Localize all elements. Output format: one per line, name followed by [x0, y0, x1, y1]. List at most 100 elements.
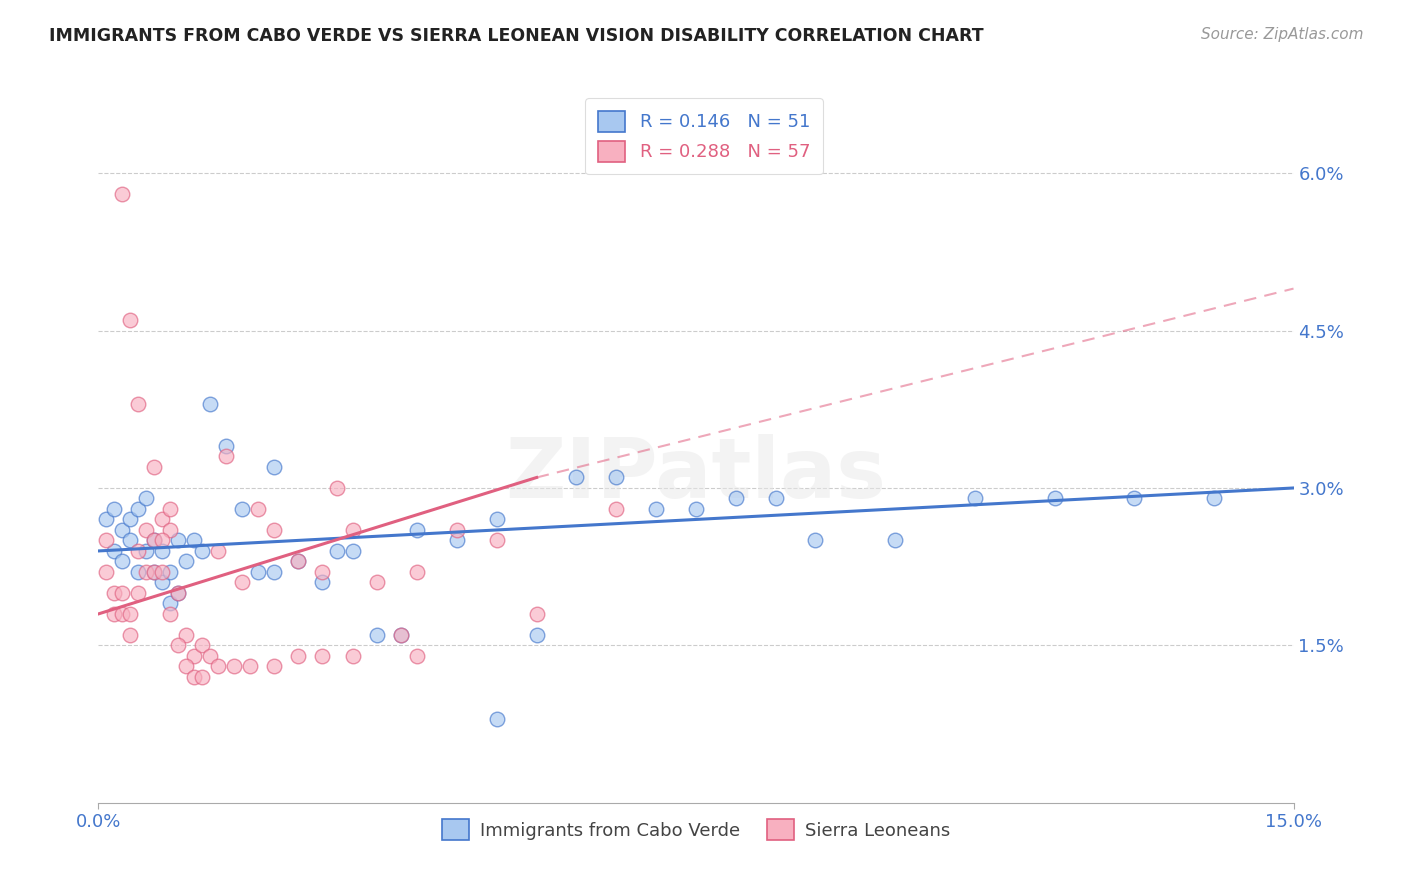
Point	[174, 659, 197, 673]
Point	[174, 554, 197, 568]
Point	[111, 523, 134, 537]
Point	[150, 544, 173, 558]
Point	[150, 533, 173, 548]
Point	[263, 659, 285, 673]
Point	[150, 565, 173, 579]
Point	[263, 460, 285, 475]
Point	[135, 544, 157, 558]
Point	[389, 628, 412, 642]
Point	[263, 565, 285, 579]
Point	[135, 565, 157, 579]
Point	[215, 439, 238, 453]
Point	[198, 648, 221, 663]
Point	[103, 586, 125, 600]
Point	[191, 639, 214, 653]
Point	[1202, 491, 1225, 506]
Point	[135, 523, 157, 537]
Point	[239, 659, 262, 673]
Point	[111, 586, 134, 600]
Point	[406, 648, 429, 663]
Point	[127, 502, 149, 516]
Point	[287, 554, 309, 568]
Point	[287, 554, 309, 568]
Point	[342, 648, 364, 663]
Point	[167, 533, 190, 548]
Point	[246, 502, 269, 516]
Point	[96, 533, 118, 548]
Point	[103, 544, 125, 558]
Point	[111, 187, 134, 202]
Point	[485, 533, 508, 548]
Point	[159, 607, 181, 621]
Point	[191, 670, 214, 684]
Point	[120, 607, 142, 621]
Point	[366, 575, 388, 590]
Point	[103, 607, 125, 621]
Point	[485, 712, 508, 726]
Point	[167, 586, 190, 600]
Point	[167, 586, 190, 600]
Point	[143, 533, 166, 548]
Point	[246, 565, 269, 579]
Point	[183, 533, 205, 548]
Point	[565, 470, 588, 484]
Point	[143, 565, 166, 579]
Point	[342, 544, 364, 558]
Point	[231, 575, 253, 590]
Point	[183, 648, 205, 663]
Point	[120, 313, 142, 327]
Text: Source: ZipAtlas.com: Source: ZipAtlas.com	[1201, 27, 1364, 42]
Point	[103, 502, 125, 516]
Point	[174, 628, 197, 642]
Point	[605, 502, 627, 516]
Point	[406, 523, 429, 537]
Point	[685, 502, 707, 516]
Point	[143, 460, 166, 475]
Point	[207, 659, 229, 673]
Point	[96, 512, 118, 526]
Point	[183, 670, 205, 684]
Point	[215, 450, 238, 464]
Point	[191, 544, 214, 558]
Point	[342, 523, 364, 537]
Text: ZIPatlas: ZIPatlas	[506, 434, 886, 515]
Point	[406, 565, 429, 579]
Point	[167, 639, 190, 653]
Point	[159, 596, 181, 610]
Point	[485, 512, 508, 526]
Point	[1123, 491, 1146, 506]
Point	[127, 544, 149, 558]
Point	[326, 544, 349, 558]
Point	[135, 491, 157, 506]
Point	[326, 481, 349, 495]
Point	[884, 533, 907, 548]
Point	[96, 565, 118, 579]
Point	[765, 491, 787, 506]
Point	[127, 586, 149, 600]
Point	[120, 512, 142, 526]
Point	[143, 565, 166, 579]
Point	[446, 523, 468, 537]
Point	[311, 565, 333, 579]
Point	[389, 628, 412, 642]
Point	[111, 607, 134, 621]
Point	[120, 628, 142, 642]
Point	[287, 648, 309, 663]
Point	[222, 659, 245, 673]
Point	[724, 491, 747, 506]
Point	[127, 565, 149, 579]
Point	[159, 502, 181, 516]
Point	[159, 523, 181, 537]
Point	[1043, 491, 1066, 506]
Point	[198, 397, 221, 411]
Point	[366, 628, 388, 642]
Point	[963, 491, 986, 506]
Point	[804, 533, 827, 548]
Point	[231, 502, 253, 516]
Point	[127, 397, 149, 411]
Legend: Immigrants from Cabo Verde, Sierra Leoneans: Immigrants from Cabo Verde, Sierra Leone…	[432, 808, 960, 851]
Point	[526, 628, 548, 642]
Point	[150, 512, 173, 526]
Point	[143, 533, 166, 548]
Text: IMMIGRANTS FROM CABO VERDE VS SIERRA LEONEAN VISION DISABILITY CORRELATION CHART: IMMIGRANTS FROM CABO VERDE VS SIERRA LEO…	[49, 27, 984, 45]
